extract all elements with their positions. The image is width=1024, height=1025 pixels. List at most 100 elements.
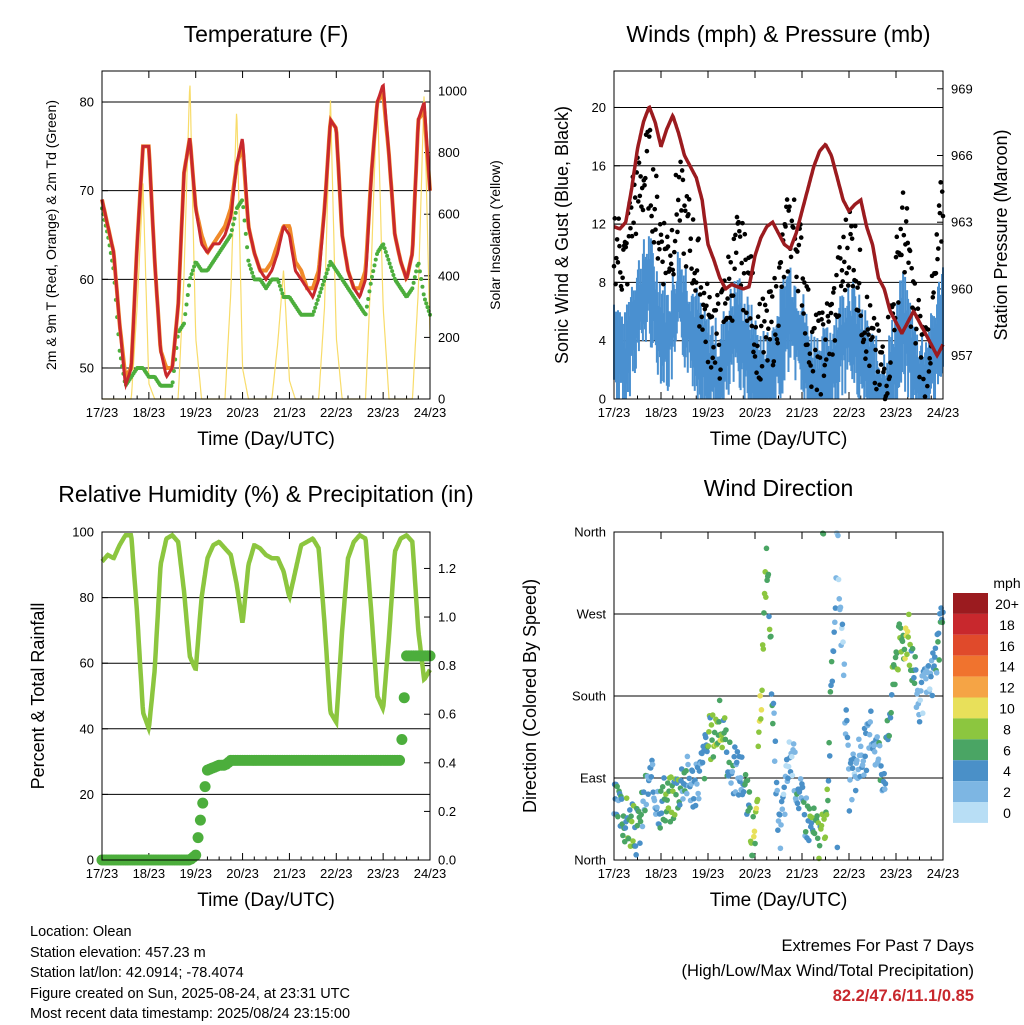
direction-point — [726, 759, 732, 766]
gust-point — [668, 261, 674, 267]
x-tick-label: 17/23 — [86, 405, 119, 420]
gust-point — [839, 268, 845, 273]
direction-point — [826, 739, 832, 746]
direction-point — [925, 663, 932, 669]
gust-point — [858, 313, 864, 319]
gust-point — [903, 219, 909, 224]
direction-point — [905, 634, 912, 640]
direction-point — [806, 837, 812, 844]
direction-point — [832, 619, 838, 626]
direction-point — [841, 661, 848, 667]
direction-point — [648, 774, 655, 780]
gust-point — [700, 327, 705, 332]
gust-point — [805, 342, 810, 347]
gust-point — [682, 208, 688, 214]
dewpoint-point — [414, 269, 419, 274]
gust-point — [707, 294, 712, 300]
direction-point — [637, 840, 643, 846]
extremes-heading: Extremes For Past 7 Days — [781, 937, 974, 955]
gust-point — [936, 203, 942, 208]
dewpoint-point — [372, 263, 377, 268]
dewpoint-point — [250, 270, 255, 275]
direction-point — [917, 697, 924, 703]
gust-point — [864, 294, 870, 300]
direction-point — [706, 728, 712, 735]
direction-point — [911, 680, 918, 687]
direction-point — [760, 646, 767, 652]
direction-point — [790, 741, 797, 747]
gust-point — [668, 253, 673, 258]
gust-point — [836, 313, 842, 318]
gust-point — [795, 288, 801, 294]
gust-point — [822, 362, 828, 368]
gust-point — [939, 189, 945, 194]
direction-point — [875, 756, 882, 762]
dewpoint-point — [388, 265, 393, 270]
gust-point — [814, 387, 820, 393]
direction-point — [771, 758, 778, 764]
direction-point — [931, 663, 937, 669]
direction-point — [759, 687, 765, 694]
direction-point — [750, 813, 756, 820]
direction-point — [834, 844, 841, 851]
gust-point — [728, 260, 734, 265]
gust-point — [848, 231, 853, 237]
gust-point — [675, 197, 681, 203]
gust-point — [737, 228, 742, 234]
dewpoint-point — [240, 198, 245, 203]
gust-point — [807, 351, 813, 357]
direction-point — [894, 650, 900, 656]
gust-point — [925, 383, 930, 389]
direction-point — [918, 679, 925, 686]
direction-point — [797, 776, 804, 782]
gust-point — [697, 292, 703, 297]
gust-point — [636, 160, 642, 166]
direction-point — [761, 610, 767, 616]
gust-point — [786, 208, 791, 213]
dewpoint-point — [242, 218, 247, 223]
gust-point — [643, 175, 648, 181]
direction-point — [658, 788, 664, 795]
legend-swatch — [953, 613, 988, 635]
gust-point — [867, 303, 873, 308]
y2-tick-label: 0.4 — [438, 755, 456, 770]
direction-point — [757, 693, 763, 699]
dewpoint-point — [416, 261, 421, 266]
gust-point — [891, 302, 896, 307]
direction-point — [868, 708, 874, 715]
gust-point — [705, 359, 711, 365]
y-tick-label: East — [580, 771, 606, 786]
direction-point — [770, 720, 776, 727]
gust-point — [773, 332, 778, 337]
direction-point — [844, 717, 850, 724]
gust-point — [661, 220, 667, 226]
gust-point — [788, 254, 794, 260]
dewpoint-point — [325, 267, 330, 272]
y-axis-label: Sonic Wind & Gust (Blue, Black) — [552, 106, 572, 364]
gust-point — [672, 238, 678, 244]
direction-point — [685, 761, 691, 768]
direction-point — [709, 737, 715, 743]
dewpoint-point — [386, 257, 391, 262]
gust-point — [660, 259, 665, 265]
direction-point — [799, 784, 806, 791]
gust-point — [850, 283, 856, 289]
gust-point — [753, 324, 759, 330]
gust-point — [665, 244, 671, 249]
gust-point — [825, 313, 831, 319]
gust-point — [927, 356, 932, 361]
dewpoint-point — [279, 287, 284, 292]
gust-point — [865, 327, 871, 332]
extremes-values: 82.2/47.6/11.1/0.85 — [832, 987, 974, 1005]
gust-point — [718, 367, 723, 372]
direction-point — [916, 718, 923, 725]
gust-point — [678, 159, 683, 165]
gust-point — [832, 338, 838, 343]
direction-point — [843, 707, 849, 713]
direction-point — [704, 748, 710, 755]
gust-point — [644, 148, 650, 154]
direction-point — [866, 731, 873, 738]
direction-point — [827, 689, 834, 695]
direction-point — [695, 795, 702, 802]
legend-swatch — [953, 676, 988, 698]
